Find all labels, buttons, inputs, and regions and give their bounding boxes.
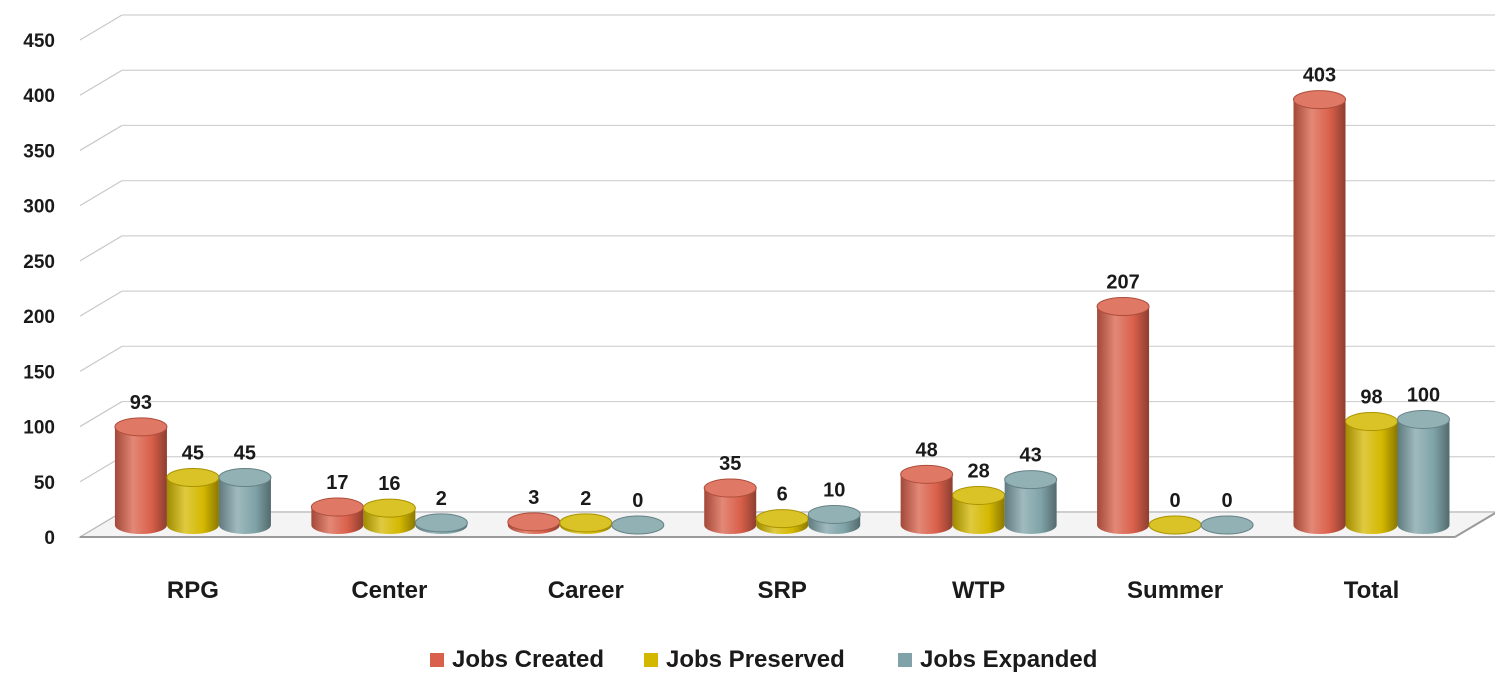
data-label: 48 xyxy=(916,439,938,461)
category-label: Career xyxy=(548,577,624,604)
category-label: WTP xyxy=(952,577,1005,604)
bar-srp-jobs-created xyxy=(703,478,757,534)
gridline-left-3 xyxy=(79,345,123,372)
bar-srp-jobs-expanded xyxy=(807,504,861,534)
bar-wtp-jobs-created xyxy=(900,464,954,534)
bars xyxy=(114,90,1450,535)
data-label: 45 xyxy=(182,443,204,465)
floor-right-edge xyxy=(1454,512,1495,538)
data-label: 6 xyxy=(777,484,788,506)
category-labels: RPG Center Career SRP WTP Summer Total xyxy=(167,577,1399,604)
bar-center-jobs-preserved xyxy=(362,498,416,534)
bar-center-jobs-created xyxy=(310,497,364,534)
bar-rpg-jobs-created xyxy=(114,417,168,534)
legend-item-jobs-created: Jobs Created xyxy=(430,646,604,673)
y-tick-label: 150 xyxy=(23,362,55,383)
category-label: Summer xyxy=(1127,577,1223,604)
legend-label: Jobs Preserved xyxy=(666,646,845,673)
y-tick-label: 300 xyxy=(23,197,55,218)
data-label: 100 xyxy=(1407,384,1440,406)
data-label: 0 xyxy=(1222,490,1233,512)
legend-item-jobs-expanded: Jobs Expanded xyxy=(898,646,1097,673)
data-label: 2 xyxy=(436,488,447,510)
category-label: Center xyxy=(351,577,427,604)
data-label: 45 xyxy=(234,443,256,465)
gridlines xyxy=(79,14,1495,538)
legend-swatch xyxy=(898,653,912,667)
legend: Jobs Created Jobs Preserved Jobs Expanded xyxy=(430,646,1097,673)
y-tick-label: 0 xyxy=(44,528,55,549)
data-label: 17 xyxy=(326,472,348,494)
bar-total-jobs-preserved xyxy=(1345,412,1398,534)
bar-career-jobs-created xyxy=(507,512,561,534)
category-label: SRP xyxy=(758,577,807,604)
gridline-left-2 xyxy=(79,401,123,428)
data-labels: 93 45 45 17 16 2 3 2 0 35 6 10 48 28 43 207 0 0 403 98 100 xyxy=(130,65,1440,512)
bar-summer-jobs-preserved xyxy=(1148,515,1202,535)
data-label: 35 xyxy=(719,453,741,475)
y-tick-label: 250 xyxy=(23,252,55,273)
bar-srp-jobs-preserved xyxy=(755,509,809,534)
y-tick-label: 100 xyxy=(23,418,55,439)
y-tick-label: 200 xyxy=(23,307,55,328)
category-label: Total xyxy=(1344,577,1400,604)
y-tick-label: 50 xyxy=(34,473,55,494)
legend-label: Jobs Expanded xyxy=(920,646,1097,673)
bar-center-jobs-expanded xyxy=(414,513,468,534)
legend-swatch xyxy=(644,653,658,667)
gridline-left-5 xyxy=(79,235,123,262)
data-label: 28 xyxy=(968,460,990,482)
bar-rpg-jobs-expanded xyxy=(218,468,272,534)
data-label: 93 xyxy=(130,392,152,414)
y-axis-ticks: 0 50 100 150 200 250 300 350 400 450 xyxy=(23,31,55,549)
data-label: 10 xyxy=(823,479,845,501)
bar-career-jobs-preserved xyxy=(559,513,613,534)
legend-item-jobs-preserved: Jobs Preserved xyxy=(644,646,845,673)
legend-label: Jobs Created xyxy=(452,646,604,673)
category-label: RPG xyxy=(167,577,219,604)
bar-total-jobs-created xyxy=(1293,90,1346,534)
bar-wtp-jobs-preserved xyxy=(952,485,1006,534)
data-label: 2 xyxy=(580,488,591,510)
y-tick-label: 450 xyxy=(23,31,55,52)
gridline-left-7 xyxy=(79,124,123,151)
data-label: 43 xyxy=(1020,445,1042,467)
data-label: 403 xyxy=(1303,65,1336,87)
legend-swatch xyxy=(430,653,444,667)
y-tick-label: 400 xyxy=(23,86,55,107)
gridline-left-6 xyxy=(79,180,123,207)
bar-summer-jobs-created xyxy=(1096,297,1150,534)
bar-career-jobs-expanded xyxy=(611,515,665,535)
data-label: 0 xyxy=(1170,490,1181,512)
bar-wtp-jobs-expanded xyxy=(1004,470,1058,534)
gridline-left-9 xyxy=(79,14,123,41)
gridline-left-4 xyxy=(79,290,123,317)
data-label: 3 xyxy=(528,487,539,509)
bar-summer-jobs-expanded xyxy=(1200,515,1254,535)
data-label: 207 xyxy=(1106,272,1139,294)
data-label: 16 xyxy=(378,473,400,495)
data-label: 0 xyxy=(632,490,643,512)
bar-rpg-jobs-preserved xyxy=(166,468,220,534)
y-tick-label: 350 xyxy=(23,141,55,162)
bar-total-jobs-expanded xyxy=(1397,409,1450,534)
data-label: 98 xyxy=(1360,387,1382,409)
gridline-left-8 xyxy=(79,69,123,96)
